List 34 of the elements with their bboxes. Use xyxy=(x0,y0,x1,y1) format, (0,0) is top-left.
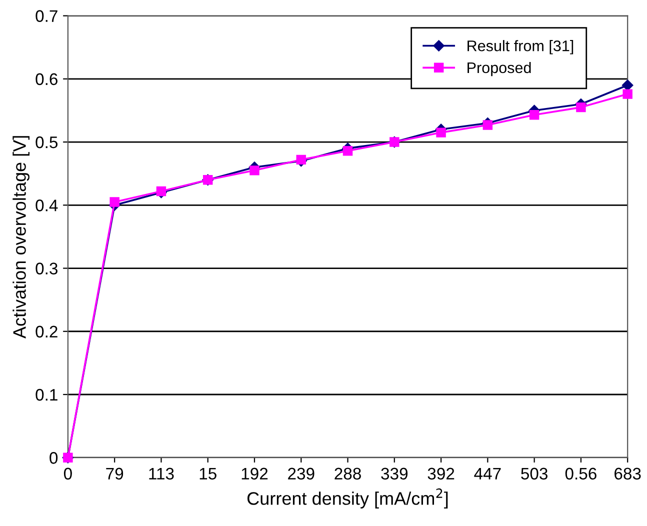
y-tick-label: 0.5 xyxy=(36,136,58,148)
point xyxy=(529,110,540,120)
x-tick-label: 239 xyxy=(288,468,314,480)
legend-label: Proposed xyxy=(468,62,531,76)
point xyxy=(250,166,260,176)
x-tick-label: 0 xyxy=(64,468,72,480)
point xyxy=(576,102,586,112)
x-tick-label: 0.56 xyxy=(565,468,596,480)
x-tick-label: 288 xyxy=(334,468,361,480)
x-tick-label: 503 xyxy=(521,468,548,480)
x-tick-label: 192 xyxy=(242,468,268,480)
y-tick-label: 0.2 xyxy=(36,326,58,338)
x-tick-label: 339 xyxy=(381,468,408,480)
x-tick-label: 447 xyxy=(474,468,501,480)
point xyxy=(436,128,446,138)
x-tick-label: 15 xyxy=(200,468,216,480)
y-tick-label: 0.6 xyxy=(36,73,58,86)
point xyxy=(482,120,493,130)
y-tick-label: 0.7 xyxy=(36,10,58,22)
point xyxy=(342,146,353,156)
x-tick-label: 79 xyxy=(106,468,124,480)
x-tick-label: 392 xyxy=(428,468,454,480)
y-tick-label: 0.4 xyxy=(36,200,58,212)
x-tick-label: 113 xyxy=(149,468,174,480)
x-tick-label: 683 xyxy=(614,468,641,480)
y-tick-label: 0.1 xyxy=(36,388,58,401)
legend-label: Result from [31] xyxy=(468,40,574,54)
y-tick-label: 0 xyxy=(50,452,58,464)
point xyxy=(622,89,632,99)
point xyxy=(110,197,120,207)
y-tick-label: 0.3 xyxy=(36,262,58,274)
point xyxy=(622,80,634,91)
x-axis-title: Current density [mA/cm$^{2}$] xyxy=(247,488,448,508)
y-axis-title: Activation overvoltage [V] xyxy=(12,136,30,339)
